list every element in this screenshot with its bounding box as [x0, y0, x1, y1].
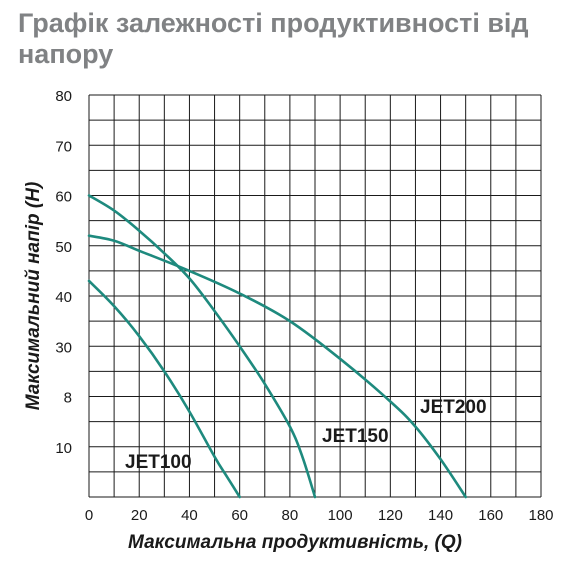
grid [88, 94, 542, 498]
x-tick-label: 120 [378, 507, 403, 524]
series-labels: JET100 JET150 JET200 [125, 397, 487, 473]
series-label-jet100: JET100 [125, 452, 192, 473]
x-tick-label: 160 [478, 507, 503, 524]
y-tick-label: 40 [55, 289, 72, 306]
series-lines [87, 194, 467, 499]
chart-title: Графік залежності продуктивності від нап… [18, 8, 529, 69]
series-label-jet150: JET150 [322, 426, 389, 447]
y-tick-label: 80 [55, 88, 72, 105]
x-axis-label: Максимальна продуктивність, (Q) [128, 532, 462, 553]
y-tick-label: 8 [64, 390, 72, 407]
x-tick-label: 60 [231, 507, 248, 524]
y-tick-label: 30 [55, 339, 72, 356]
x-tick-label: 100 [328, 507, 353, 524]
x-tick-label: 40 [181, 507, 198, 524]
x-tick-label: 140 [428, 507, 453, 524]
y-axis-label: Максимальний напір (H) [23, 182, 44, 411]
y-tick-label: 60 [55, 189, 72, 206]
y-tick-label: 10 [55, 440, 72, 457]
y-tick-label: 50 [55, 239, 72, 256]
series-line-jet150 [87, 194, 317, 499]
x-tick-label: 20 [131, 507, 148, 524]
x-tick-label: 80 [282, 507, 299, 524]
tick-labels: 0 20 40 60 80 100 120 140 160 180 10 8 30 40 50 60 70 80 [55, 88, 553, 524]
series-line-jet200 [87, 234, 467, 499]
series-line-jet100 [87, 279, 241, 499]
series-label-jet200: JET200 [420, 397, 487, 418]
x-tick-label: 180 [528, 507, 553, 524]
y-tick-label: 70 [55, 138, 72, 155]
x-tick-label: 0 [85, 507, 93, 524]
